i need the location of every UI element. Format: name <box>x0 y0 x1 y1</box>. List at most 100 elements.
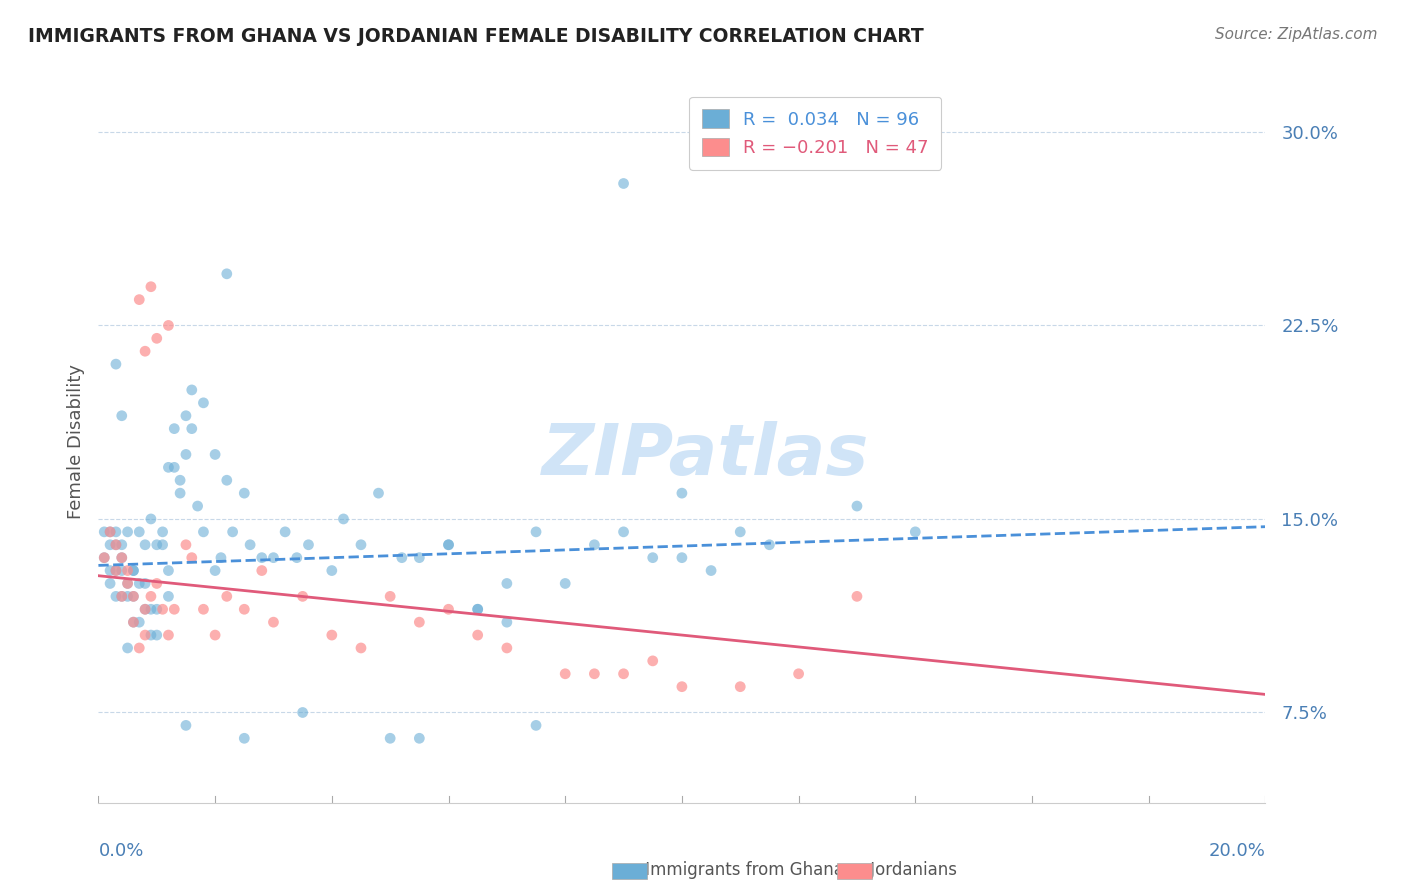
Point <box>111 590 134 604</box>
Point <box>146 602 169 616</box>
Point <box>215 267 238 281</box>
Point <box>134 628 156 642</box>
Point <box>157 318 180 333</box>
Point <box>671 680 693 694</box>
Point <box>524 524 547 539</box>
Point <box>787 666 810 681</box>
Point <box>122 564 145 578</box>
Point <box>139 628 162 642</box>
Point <box>104 538 127 552</box>
Point <box>408 550 430 565</box>
Point <box>641 654 664 668</box>
Point <box>174 718 197 732</box>
Point <box>117 576 139 591</box>
Point <box>612 666 634 681</box>
Y-axis label: Female Disability: Female Disability <box>66 364 84 519</box>
Point <box>291 706 314 720</box>
Point <box>250 550 273 565</box>
Point <box>612 177 634 191</box>
Point <box>134 576 156 591</box>
Text: Source: ZipAtlas.com: Source: ZipAtlas.com <box>1215 27 1378 42</box>
Point <box>117 576 139 591</box>
Point <box>111 538 134 552</box>
Point <box>139 512 162 526</box>
Point <box>730 680 752 694</box>
Point <box>98 576 121 591</box>
Point <box>98 564 121 578</box>
Point <box>233 602 256 616</box>
Point <box>221 524 243 539</box>
Point <box>233 486 256 500</box>
Point <box>239 538 262 552</box>
Point <box>122 564 145 578</box>
Point <box>128 640 150 655</box>
Point <box>134 602 156 616</box>
Text: 20.0%: 20.0% <box>1209 841 1265 860</box>
Point <box>169 486 191 500</box>
Point <box>583 538 606 552</box>
Point <box>350 640 373 655</box>
Point <box>332 512 354 526</box>
Point <box>583 666 606 681</box>
Point <box>128 524 150 539</box>
Text: 0.0%: 0.0% <box>98 841 143 860</box>
Point <box>437 538 460 552</box>
Point <box>174 409 197 423</box>
Text: IMMIGRANTS FROM GHANA VS JORDANIAN FEMALE DISABILITY CORRELATION CHART: IMMIGRANTS FROM GHANA VS JORDANIAN FEMAL… <box>28 27 924 45</box>
Point <box>367 486 389 500</box>
Text: Jordanians: Jordanians <box>844 861 956 879</box>
Point <box>146 331 169 345</box>
Point <box>174 538 197 552</box>
Point <box>111 409 134 423</box>
Point <box>250 564 273 578</box>
Point <box>134 602 156 616</box>
Point <box>157 590 180 604</box>
Point <box>193 524 215 539</box>
Point <box>93 524 115 539</box>
Point <box>122 590 145 604</box>
Point <box>98 524 121 539</box>
Point <box>122 615 145 630</box>
Point <box>524 718 547 732</box>
Point <box>104 564 127 578</box>
Point <box>157 564 180 578</box>
Point <box>554 576 576 591</box>
Point <box>174 447 197 461</box>
Point <box>180 550 202 565</box>
Point <box>262 615 284 630</box>
Point <box>122 615 145 630</box>
Point <box>187 499 209 513</box>
Point <box>408 615 430 630</box>
Point <box>104 564 127 578</box>
Point <box>139 602 162 616</box>
Point <box>163 422 186 436</box>
Point <box>98 524 121 539</box>
Point <box>408 731 430 746</box>
Point <box>671 486 693 500</box>
Point <box>117 524 139 539</box>
Point <box>467 628 489 642</box>
Point <box>262 550 284 565</box>
Point <box>163 460 186 475</box>
Text: ZIPatlas: ZIPatlas <box>541 422 869 491</box>
Point <box>139 279 162 293</box>
Point <box>700 564 723 578</box>
Point <box>193 396 215 410</box>
Point <box>117 640 139 655</box>
Point <box>204 447 226 461</box>
Point <box>496 615 519 630</box>
Point <box>437 538 460 552</box>
Point <box>204 564 226 578</box>
Point <box>146 576 169 591</box>
Point <box>134 344 156 359</box>
Point <box>111 550 134 565</box>
Point <box>111 550 134 565</box>
Point <box>285 550 308 565</box>
Point <box>193 602 215 616</box>
Point <box>93 550 115 565</box>
Point <box>134 538 156 552</box>
Point <box>730 524 752 539</box>
Point <box>111 564 134 578</box>
Point <box>104 357 127 371</box>
Point <box>128 615 150 630</box>
